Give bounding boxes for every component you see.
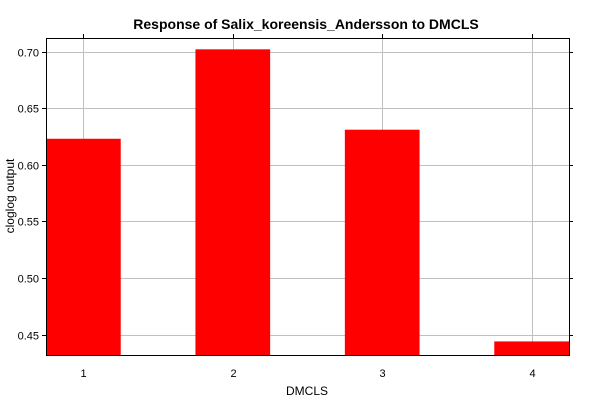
chart-title: Response of Salix_koreensis_Andersson to… — [133, 16, 479, 32]
tick-labels: 0.45 0.50 0.55 0.60 0.65 0.70 1 2 3 4 — [18, 48, 536, 381]
y-axis-label: cloglog output — [3, 158, 17, 233]
plot-area-background — [46, 38, 569, 355]
bar — [46, 138, 121, 355]
y-tick-label: 0.50 — [18, 274, 39, 286]
x-axis-label: DMCLS — [286, 384, 328, 398]
x-tick-label: 3 — [379, 368, 385, 380]
bar — [195, 49, 271, 355]
axes — [42, 34, 573, 356]
bar — [344, 129, 420, 355]
x-tick-label: 1 — [80, 368, 86, 380]
y-tick-label: 0.55 — [18, 217, 39, 229]
y-tick-label: 0.45 — [18, 331, 39, 343]
plot-frame — [46, 38, 570, 356]
y-tick-label: 0.70 — [18, 48, 39, 60]
bars — [46, 49, 569, 355]
bar — [494, 341, 569, 355]
y-tick-label: 0.65 — [18, 104, 39, 116]
x-tick-label: 2 — [230, 368, 236, 380]
y-tick-label: 0.60 — [18, 161, 39, 173]
x-tick-label: 4 — [529, 368, 535, 380]
